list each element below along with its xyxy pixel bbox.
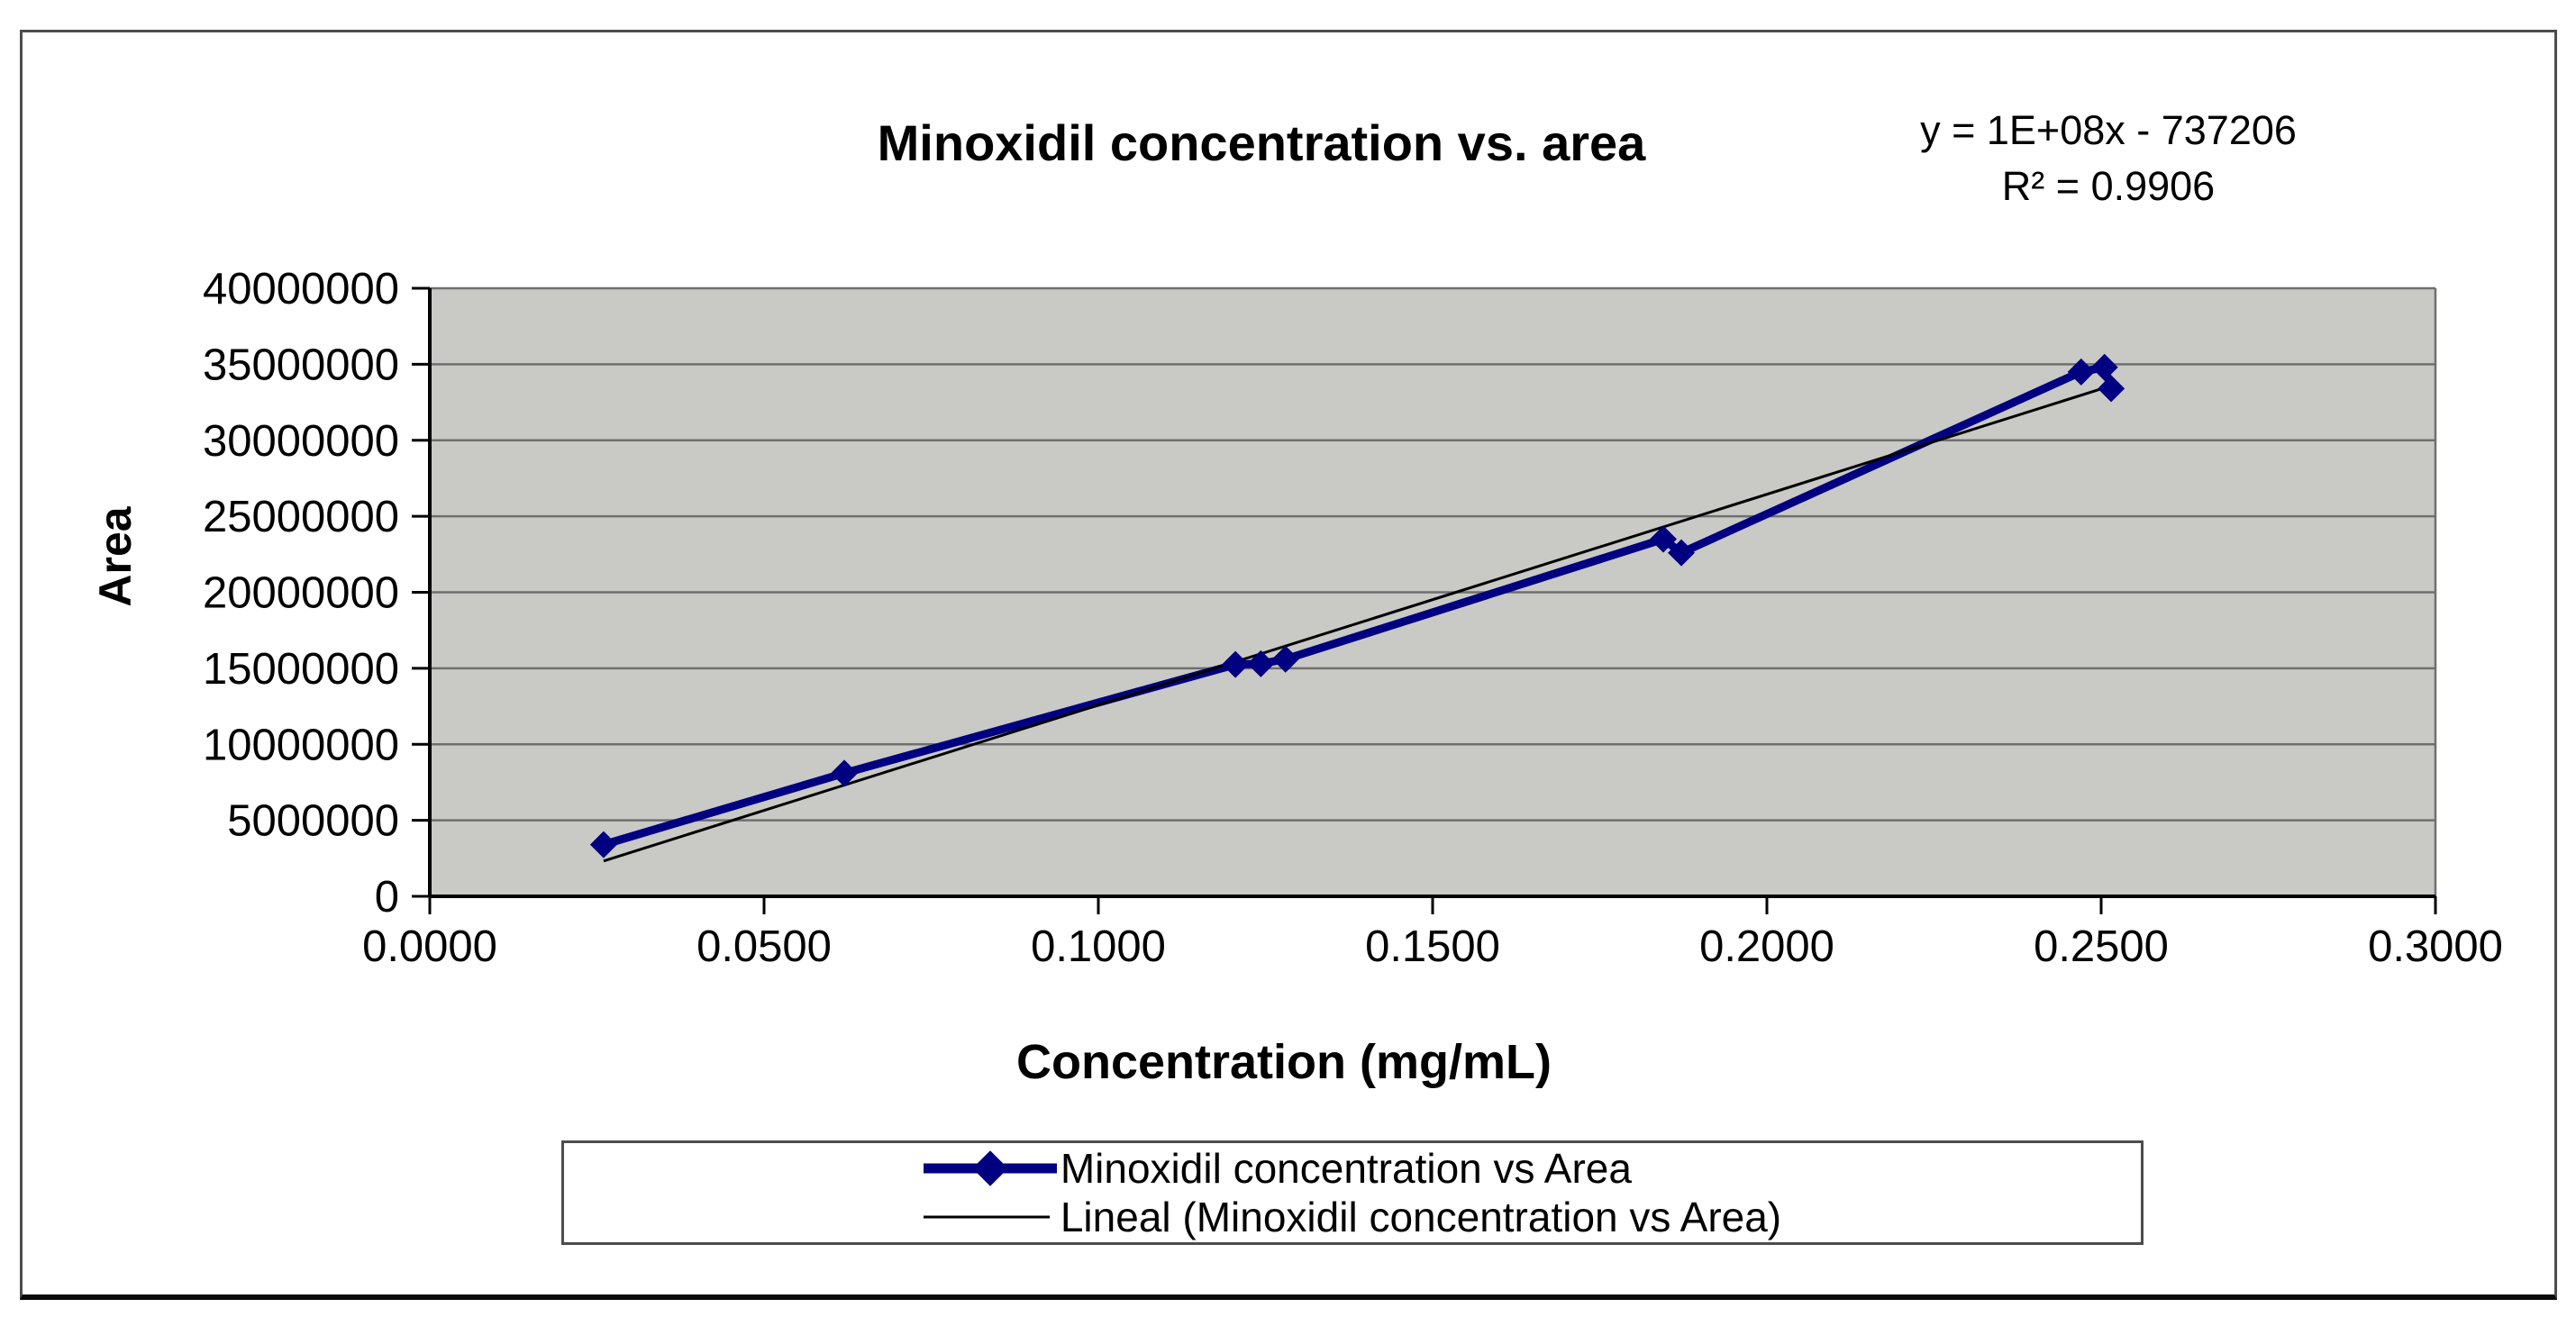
y-tick-label: 0 <box>375 873 399 922</box>
trendline-sample-icon <box>923 1194 1060 1240</box>
data-point-marker <box>2067 358 2095 386</box>
y-tick-label: 25000000 <box>203 493 399 541</box>
series-line <box>599 363 2116 849</box>
y-tick-label: 20000000 <box>203 569 399 618</box>
trendline-line-sample-icon <box>923 1215 1050 1219</box>
trendline-equation-block: y = 1E+08x - 737206 R² = 0.9906 <box>1838 103 2379 214</box>
x-tick-label: 0.3000 <box>2368 922 2503 971</box>
legend-item-series: Minoxidil concentration vs Area <box>923 1145 1781 1192</box>
r-squared-text: R² = 0.9906 <box>2001 163 2216 209</box>
legend-label-series: Minoxidil concentration vs Area <box>1060 1145 1632 1192</box>
x-axis-title: Concentration (mg/mL) <box>1016 1035 1552 1089</box>
legend: Minoxidil concentration vs Area Lineal (… <box>561 1140 2144 1245</box>
x-tick-label: 0.1000 <box>1031 922 1166 971</box>
data-point-marker <box>1271 645 1299 673</box>
data-point-marker <box>2090 353 2118 381</box>
y-tick-label: 35000000 <box>203 341 399 389</box>
y-tick-label: 40000000 <box>203 265 399 313</box>
y-tick-label: 30000000 <box>203 417 399 466</box>
data-point-marker <box>589 831 617 858</box>
chart-frame <box>20 30 2557 1300</box>
data-point-marker <box>831 759 859 787</box>
data-point-marker <box>1668 539 1696 567</box>
legend-item-trendline: Lineal (Minoxidil concentration vs Area) <box>923 1194 1782 1240</box>
chart-title: Minoxidil concentration vs. area <box>877 114 1646 171</box>
series-line-marker-icon <box>923 1145 1060 1192</box>
data-point-marker <box>1222 650 1250 678</box>
data-point-marker <box>2098 375 2125 403</box>
x-tick-label: 0.0000 <box>362 922 497 971</box>
legend-label-trendline: Lineal (Minoxidil concentration vs Area) <box>1060 1194 1782 1240</box>
y-tick-label: 10000000 <box>203 721 399 769</box>
x-tick-label: 0.2000 <box>1699 922 1834 971</box>
legend-content: Minoxidil concentration vs Area Lineal (… <box>923 1145 1782 1240</box>
data-point-marker <box>1649 525 1677 553</box>
y-tick-label: 15000000 <box>203 645 399 694</box>
equation-text: y = 1E+08x - 737206 <box>1920 107 2297 153</box>
trendline <box>603 384 2112 863</box>
x-tick-label: 0.0500 <box>696 922 832 971</box>
data-point-marker <box>1247 649 1275 677</box>
x-tick-label: 0.1500 <box>1365 922 1500 971</box>
diamond-marker-icon <box>972 1150 1008 1186</box>
x-tick-label: 0.2500 <box>2034 922 2169 971</box>
y-tick-label: 5000000 <box>227 797 399 846</box>
